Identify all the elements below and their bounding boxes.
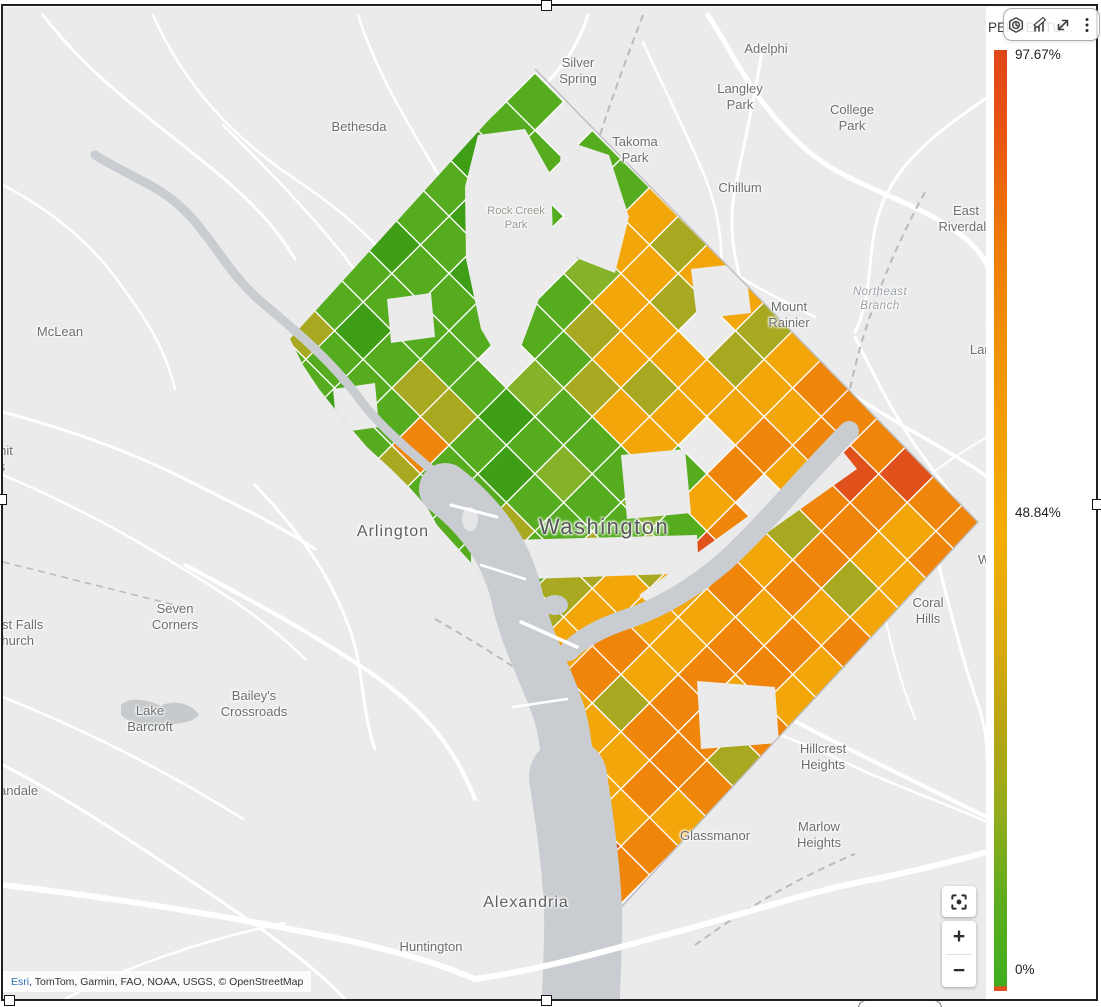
resize-handle-left-middle[interactable] xyxy=(0,494,7,505)
cutoff-toolbar-pill[interactable] xyxy=(858,1000,942,1007)
visual-hover-toolbar xyxy=(1003,8,1100,41)
attribution-text: , TomTom, Garmin, FAO, NOAA, USGS, © Ope… xyxy=(29,975,304,988)
pencil-chart-icon[interactable] xyxy=(1030,15,1049,34)
hexagon-clock-icon[interactable] xyxy=(1006,15,1025,34)
resize-handle-bottom-left[interactable] xyxy=(4,995,15,1006)
resize-handle-bottom-center[interactable] xyxy=(541,995,552,1006)
zoom-out-button[interactable]: − xyxy=(952,958,966,982)
legend-mid-label: 48.84% xyxy=(1015,505,1061,520)
basemap xyxy=(3,7,986,999)
focus-mode-icon[interactable] xyxy=(1054,15,1073,34)
district-boundary xyxy=(534,68,980,930)
resize-handle-top-center[interactable] xyxy=(541,0,552,11)
map-viewport[interactable]: Silver Spring Bethesda Adelphi Langley Park… xyxy=(3,7,986,999)
legend-max-label: 97.67% xyxy=(1015,47,1061,62)
locate-button[interactable] xyxy=(942,886,976,917)
crosshair-locate-icon xyxy=(951,893,967,910)
zoom-divider xyxy=(946,953,972,955)
resize-handle-right-middle[interactable] xyxy=(1092,499,1101,510)
legend-min-label: 0% xyxy=(1015,962,1035,977)
legend-gradient-bar xyxy=(994,50,1007,991)
map-attribution: Esri, TomTom, Garmin, FAO, NOAA, USGS, ©… xyxy=(3,971,312,992)
zoom-control: + − xyxy=(942,921,976,987)
rivers xyxy=(90,150,859,999)
bridge-roads xyxy=(449,503,986,982)
esri-link[interactable]: Esri xyxy=(11,975,30,988)
more-options-icon[interactable] xyxy=(1078,15,1097,34)
zoom-in-button[interactable]: + xyxy=(952,925,966,949)
